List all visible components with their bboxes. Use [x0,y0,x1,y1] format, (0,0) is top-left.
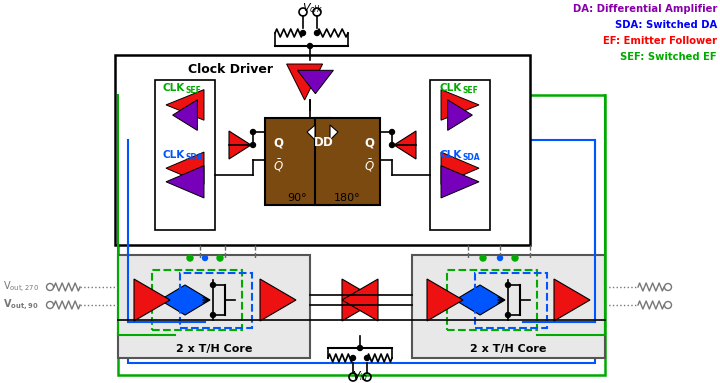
Circle shape [390,142,395,147]
Polygon shape [229,131,251,159]
Circle shape [505,283,510,288]
Circle shape [202,255,207,260]
Bar [152,270,242,330]
Text: SDA: Switched DA: SDA: Switched DA [615,20,717,30]
Polygon shape [166,152,204,184]
Polygon shape [441,166,479,198]
Bar [430,80,490,230]
Polygon shape [287,64,323,100]
Text: CLK: CLK [440,150,462,160]
Bar [447,270,537,330]
Circle shape [505,313,510,318]
Circle shape [358,345,362,350]
Text: $\bar{Q}$: $\bar{Q}$ [273,157,284,173]
Bar [475,273,547,328]
Text: SEF: SEF [185,86,201,95]
Text: $\bar{Q}$: $\bar{Q}$ [364,157,375,173]
Polygon shape [342,279,378,321]
Circle shape [480,255,486,261]
Polygon shape [173,100,197,130]
Polygon shape [441,90,479,120]
Polygon shape [554,279,590,321]
Text: 90°: 90° [288,193,307,203]
Circle shape [390,129,395,134]
Bar [128,140,595,363]
Polygon shape [427,279,463,321]
Polygon shape [455,285,505,315]
Bar [315,118,380,205]
Circle shape [251,129,256,134]
Text: EF: Emitter Follower: EF: Emitter Follower [603,36,717,46]
Polygon shape [330,125,338,140]
Text: CLK: CLK [162,83,184,93]
Text: 180°: 180° [334,193,361,203]
Circle shape [210,283,215,288]
Polygon shape [166,166,204,198]
Text: SEF: SEF [463,86,479,95]
Bar [115,55,530,245]
Text: 2 x T/H Core: 2 x T/H Core [176,344,252,354]
Text: V$_\mathregular{out,270}$: V$_\mathregular{out,270}$ [3,280,39,295]
Text: Q: Q [364,136,374,149]
Bar [265,118,330,205]
Text: V$_\mathregular{out,90}$: V$_\mathregular{out,90}$ [3,298,38,312]
Text: V$_\mathregular{in}$: V$_\mathregular{in}$ [352,369,368,383]
Bar [180,273,252,328]
Circle shape [498,255,503,260]
Circle shape [315,31,320,36]
Polygon shape [307,125,315,140]
Polygon shape [297,70,333,94]
Circle shape [210,313,215,318]
Circle shape [512,255,518,261]
Circle shape [364,355,369,360]
Circle shape [351,355,356,360]
Text: DA: Differential Amplifier: DA: Differential Amplifier [572,4,717,14]
Text: Q: Q [273,136,283,149]
Text: CLK: CLK [162,150,184,160]
Polygon shape [448,100,472,130]
Polygon shape [394,131,416,159]
Bar [118,255,310,358]
Polygon shape [134,279,170,321]
Text: SDA: SDA [185,153,202,162]
Bar [155,80,215,230]
Polygon shape [342,279,378,321]
Text: 2 x T/H Core: 2 x T/H Core [470,344,546,354]
Text: V$_\mathregular{clk}$: V$_\mathregular{clk}$ [302,1,323,15]
Circle shape [187,255,193,261]
Text: SEF: Switched EF: SEF: Switched EF [621,52,717,62]
Text: SDA: SDA [463,153,481,162]
Text: Clock Driver: Clock Driver [187,63,272,76]
Bar [412,255,605,358]
Circle shape [251,142,256,147]
Circle shape [217,255,223,261]
Text: CLK: CLK [440,83,462,93]
Text: D: D [323,136,333,149]
Bar [118,95,605,375]
Polygon shape [260,279,296,321]
Polygon shape [166,90,204,120]
Circle shape [300,31,305,36]
Polygon shape [160,285,210,315]
Polygon shape [441,152,479,184]
Circle shape [307,44,312,49]
Text: D: D [314,136,324,149]
